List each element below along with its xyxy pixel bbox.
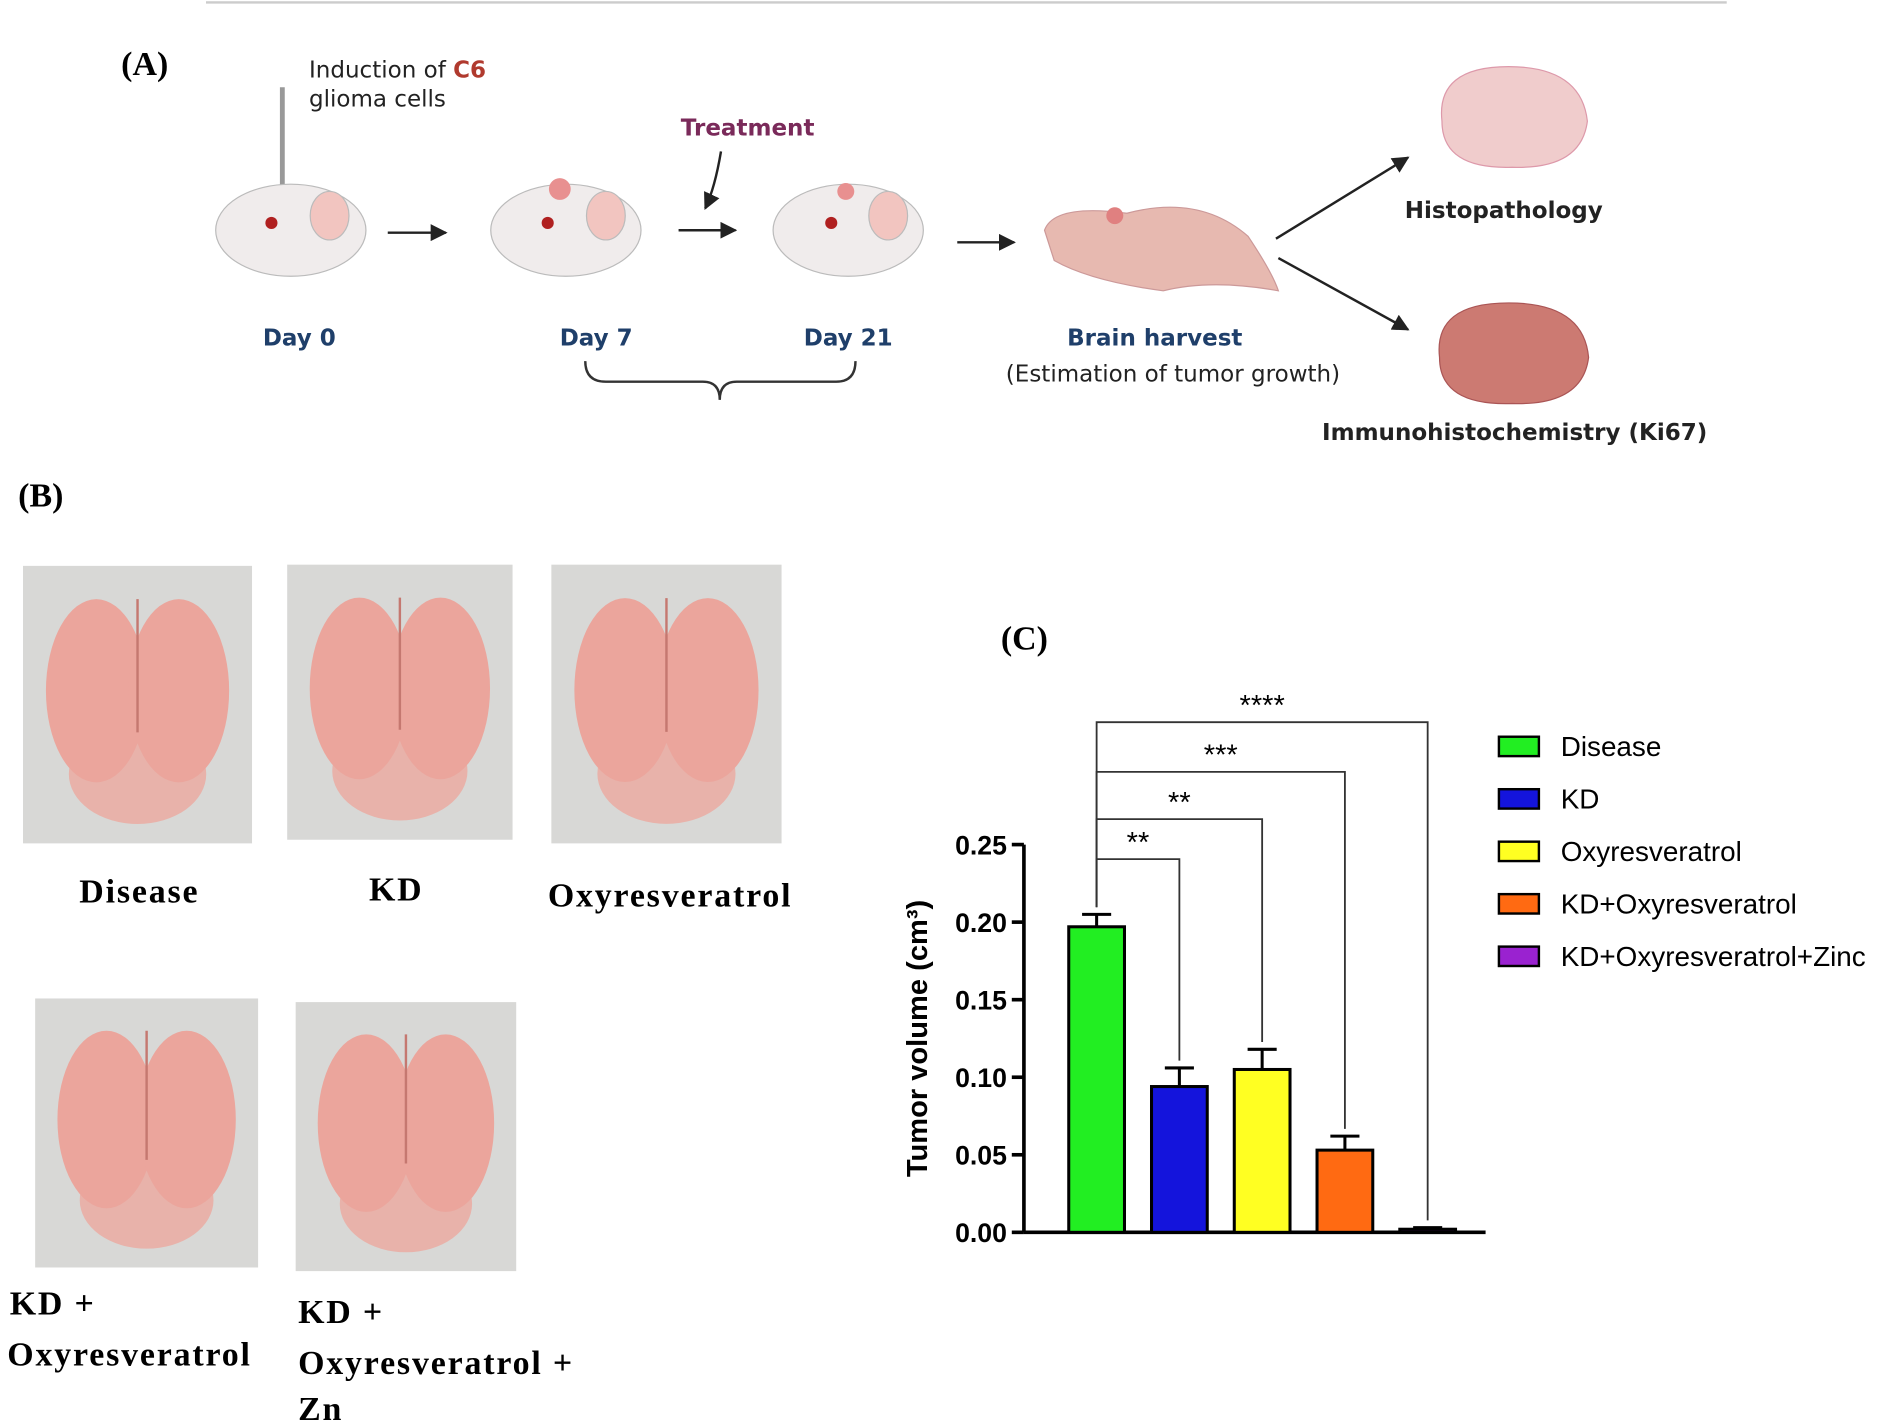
brain-hemisphere bbox=[309, 597, 409, 780]
photo-caption: KD + bbox=[298, 1294, 384, 1331]
panel-label: (A) bbox=[121, 46, 168, 83]
legend-label: Oxyresveratrol bbox=[1561, 836, 1742, 867]
significance-label: *** bbox=[1204, 740, 1238, 772]
legend-swatch bbox=[1497, 945, 1541, 968]
y-tick-label: 0.00 bbox=[955, 1218, 1007, 1248]
histopathology-label: Histopathology bbox=[1405, 198, 1603, 224]
photo-caption: Zn bbox=[298, 1391, 343, 1425]
mouse bbox=[490, 178, 642, 277]
brain-hemisphere bbox=[390, 597, 491, 780]
brain-hemisphere bbox=[45, 599, 147, 783]
brain-hemisphere bbox=[657, 598, 759, 783]
panel-label: (C) bbox=[1001, 620, 1048, 657]
mouse bbox=[215, 183, 367, 277]
tumor bbox=[1106, 207, 1124, 225]
bar bbox=[1315, 1148, 1375, 1234]
y-tick-label: 0.20 bbox=[955, 908, 1007, 938]
y-tick-label: 0.10 bbox=[955, 1063, 1007, 1093]
mouse bbox=[772, 182, 924, 277]
bar bbox=[1398, 1227, 1458, 1234]
ihc-label: Immunohistochemistry (Ki67) bbox=[1322, 420, 1707, 446]
induction-highlight: C6 bbox=[453, 58, 486, 84]
legend-swatch bbox=[1497, 892, 1541, 915]
arrow bbox=[1277, 257, 1410, 331]
brain-section bbox=[1438, 302, 1590, 405]
y-axis-label: Tumor volume (cm³) bbox=[902, 900, 934, 1177]
treatment-label: Treatment bbox=[681, 116, 815, 142]
estimation-label: (Estimation of tumor growth) bbox=[1006, 362, 1340, 388]
induction-line: Induction of bbox=[309, 58, 447, 84]
legend-label: KD bbox=[1561, 784, 1600, 815]
harvest-label: Brain harvest bbox=[1067, 325, 1242, 351]
arrow bbox=[1275, 156, 1410, 240]
photo-caption: Oxyresveratrol bbox=[7, 1337, 252, 1374]
y-tick-label: 0.25 bbox=[955, 830, 1007, 860]
brain-hemisphere bbox=[574, 598, 676, 783]
significance-label: ** bbox=[1127, 827, 1150, 859]
panel-b: (B) Disease KD Oxyresveratrol KD + Oxyresver… bbox=[7, 478, 793, 1425]
bar bbox=[1067, 925, 1127, 1234]
legend-label: KD+Oxyresveratrol+Zinc bbox=[1561, 941, 1866, 972]
photo-caption: Disease bbox=[79, 874, 199, 911]
brace bbox=[584, 361, 857, 400]
brain-hemisphere bbox=[57, 1030, 156, 1209]
significance-bracket bbox=[1095, 721, 1429, 1221]
brain-hemisphere bbox=[317, 1034, 415, 1212]
photo-caption: KD bbox=[369, 871, 424, 908]
arrow bbox=[704, 151, 723, 210]
y-tick-label: 0.05 bbox=[955, 1140, 1007, 1170]
y-tick-label: 0.15 bbox=[955, 985, 1007, 1015]
photo-caption: KD + bbox=[10, 1286, 96, 1323]
induction-text: Induction of C6 bbox=[309, 58, 486, 84]
significance-label: **** bbox=[1240, 690, 1285, 722]
significance-label: ** bbox=[1168, 787, 1191, 819]
day-label: Day 21 bbox=[804, 325, 893, 351]
brain-section bbox=[1440, 66, 1588, 168]
day-label: Day 7 bbox=[560, 325, 633, 351]
legend-label: KD+Oxyresveratrol bbox=[1561, 889, 1797, 920]
legend-swatch bbox=[1497, 840, 1541, 863]
legend-swatch bbox=[1497, 735, 1541, 758]
bar bbox=[1232, 1067, 1292, 1234]
induction-text: glioma cells bbox=[309, 87, 446, 113]
panel-label: (B) bbox=[18, 478, 63, 515]
brain-sagittal bbox=[1043, 206, 1280, 292]
brain-hemisphere bbox=[137, 1030, 236, 1209]
brain-hemisphere bbox=[397, 1034, 495, 1212]
panel-a: (A) Induction of C6 glioma cells Treatme… bbox=[121, 1, 1727, 446]
brain-hemisphere bbox=[128, 599, 230, 783]
panel-c: (C) Tumor volume (cm³) 0.00 0.05 0.10 0.15 0… bbox=[902, 620, 1866, 1248]
day-label: Day 0 bbox=[263, 325, 336, 351]
legend-label: Disease bbox=[1561, 731, 1662, 762]
significance-bracket bbox=[1095, 770, 1346, 1129]
photo-caption: Oxyresveratrol bbox=[548, 877, 793, 914]
bar bbox=[1149, 1085, 1209, 1234]
photo-caption: Oxyresveratrol + bbox=[298, 1345, 574, 1382]
legend-swatch bbox=[1497, 787, 1541, 810]
